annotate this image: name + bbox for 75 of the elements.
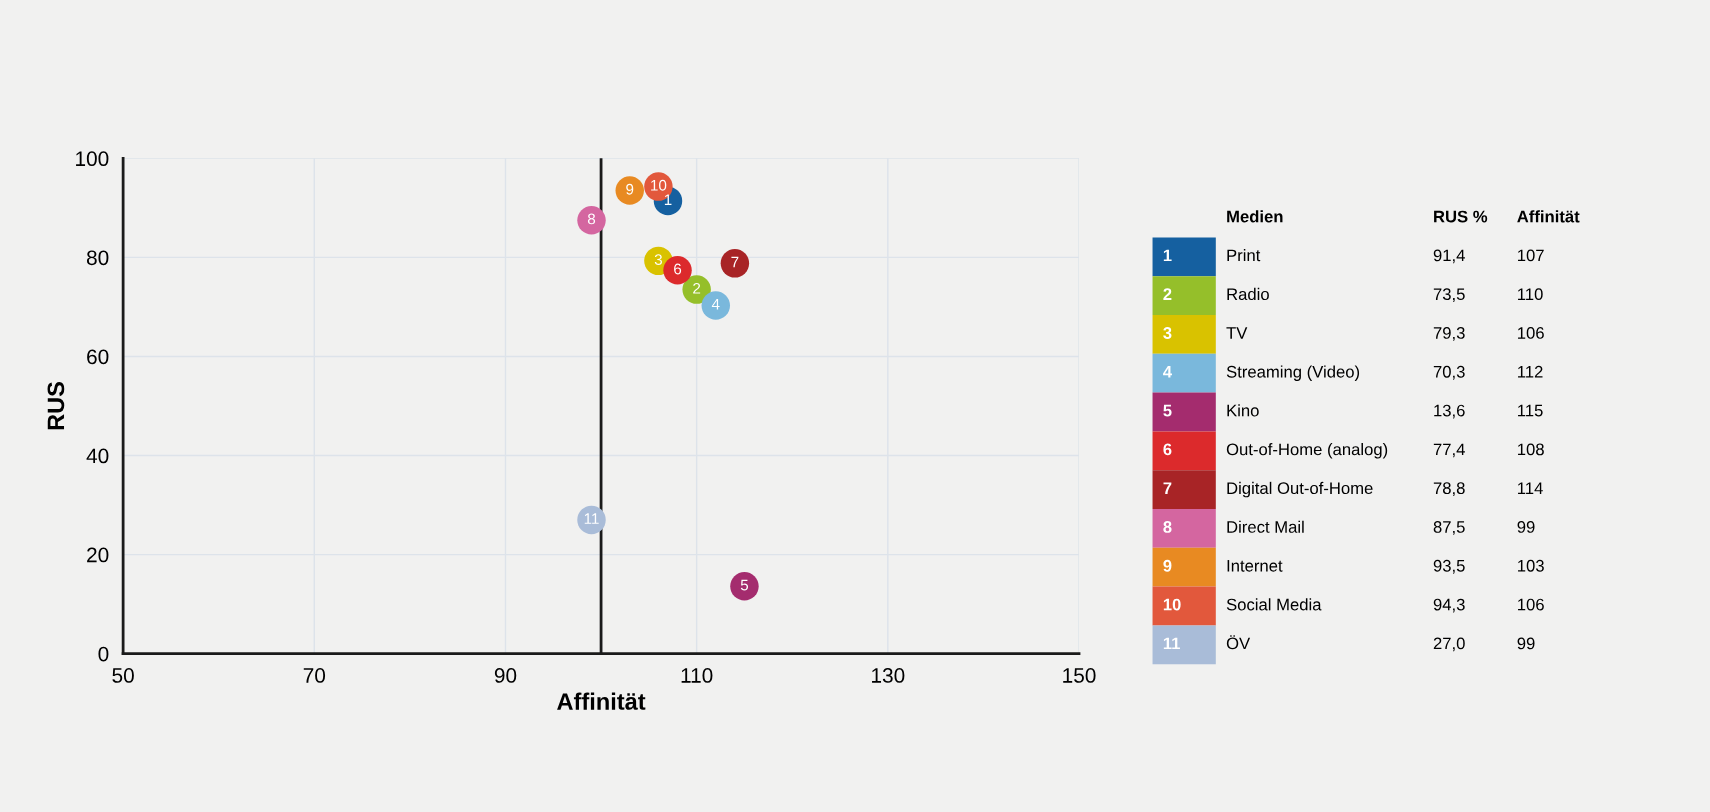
text: 107	[1518, 249, 1544, 262]
text: 108	[1518, 443, 1544, 456]
x-tick-label: 90	[494, 668, 517, 683]
text: 70,3	[1433, 365, 1465, 380]
text: 73,5	[1433, 288, 1465, 303]
text: 94,3	[1433, 598, 1465, 613]
text: 6	[1163, 443, 1172, 456]
point	[577, 206, 606, 235]
text: RUS %	[1434, 210, 1488, 223]
legend-label: Radio	[1227, 287, 1269, 301]
text: 99	[1517, 637, 1535, 650]
annotation: 9	[626, 183, 634, 195]
text: 1	[1163, 249, 1172, 262]
legend-label: Social Media	[1226, 598, 1322, 611]
y-tick-label: 40	[86, 448, 109, 464]
text: 115	[1518, 404, 1543, 417]
x-tick-label: 150	[1063, 668, 1096, 683]
y-tick-label: 20	[87, 547, 109, 563]
text: 11	[1163, 637, 1180, 650]
text: 87,5	[1433, 521, 1465, 535]
text: Affinität	[1517, 210, 1580, 223]
text: 2	[1163, 288, 1172, 300]
y-axis-title: RUS	[47, 382, 65, 430]
y-tick-label: 0	[98, 646, 109, 662]
text: 106	[1518, 327, 1544, 339]
legend-label: Direct Mail	[1227, 520, 1304, 533]
text: 7	[1163, 482, 1172, 494]
legend-label: Streaming (Video)	[1226, 365, 1360, 381]
text: 13,6	[1434, 404, 1465, 419]
point	[663, 256, 692, 285]
x-tick-label: 50	[112, 668, 134, 683]
legend-label: Out-of-Home (analog)	[1226, 443, 1388, 459]
text: 5	[1163, 404, 1172, 417]
annotation: 5	[740, 579, 749, 591]
text: 79,3	[1433, 327, 1465, 341]
annotation: 3	[654, 254, 662, 265]
text: Medien	[1227, 210, 1283, 223]
text: 8	[1163, 521, 1172, 533]
legend-label: ÖV	[1226, 635, 1251, 650]
x-tick-label: 110	[681, 668, 713, 683]
annotation: 2	[693, 282, 701, 294]
legend-label: Digital Out-of-Home	[1227, 481, 1373, 498]
text: 93,5	[1433, 559, 1465, 574]
annotation: 11	[584, 513, 599, 524]
legend-label: Kino	[1227, 404, 1259, 417]
text: 10	[1163, 598, 1181, 611]
text: 9	[1163, 559, 1172, 572]
y-tick-label: 100	[76, 151, 109, 167]
legend-label: Print	[1227, 249, 1261, 262]
text: 103	[1518, 559, 1544, 572]
point	[730, 572, 759, 601]
text: 27,0	[1433, 637, 1465, 652]
annotation: 4	[711, 298, 720, 310]
annotation: 10	[651, 179, 667, 191]
text: 99	[1517, 521, 1535, 533]
annotation: 7	[731, 256, 739, 268]
legend-label: Internet	[1227, 560, 1283, 572]
y-tick-label: 60	[87, 349, 109, 365]
text: 4	[1163, 366, 1172, 378]
y-tick-label: 80	[86, 250, 109, 266]
x-axis-title: Affinität	[557, 692, 646, 710]
legend-label: TV	[1226, 327, 1248, 339]
annotation: 1	[664, 194, 672, 205]
annotation: 8	[587, 213, 596, 225]
text: 78,8	[1433, 482, 1465, 497]
text: 77,4	[1433, 443, 1465, 458]
annotation: 6	[674, 263, 682, 275]
text: 112	[1518, 365, 1543, 378]
text: 110	[1518, 288, 1543, 301]
text: 3	[1163, 327, 1172, 339]
x-tick-label: 70	[303, 668, 326, 683]
text: 91,4	[1433, 249, 1465, 264]
text: 106	[1518, 598, 1544, 611]
text: 114	[1518, 482, 1543, 494]
x-tick-label: 130	[872, 668, 905, 683]
